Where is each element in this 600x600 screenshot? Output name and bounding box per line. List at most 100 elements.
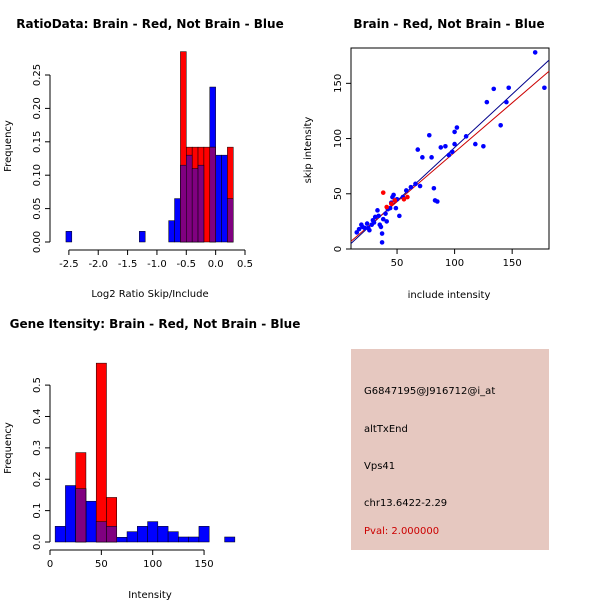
intensity-histogram-bar-overlap bbox=[75, 488, 87, 543]
ratio-histogram-title: RatioData: Brain - Red, Not Brain - Blue bbox=[16, 17, 283, 31]
scatter-x-axis: 50 100 150 bbox=[391, 249, 522, 269]
intensity-histogram-panel: Gene Itensity: Brain - Red, Not Brain - … bbox=[3, 317, 300, 600]
scatter-ylabel: skip intensity bbox=[303, 117, 314, 184]
event-type-text: altTxEnd bbox=[364, 424, 408, 435]
ratio-histogram-bar-overlap bbox=[186, 154, 193, 243]
scatter-y-tick-label: 50 bbox=[333, 187, 344, 200]
scatter-point-not-brain bbox=[356, 226, 362, 232]
intensity-histogram-bar-not-brain bbox=[224, 536, 236, 543]
scatter-point-not-brain bbox=[408, 184, 414, 190]
intensity-histogram-bar-not-brain bbox=[198, 526, 210, 543]
scatter-point-not-brain bbox=[383, 211, 388, 216]
probe-info-panel: G6847195@J916712@i_at altTxEnd Vps41 chr… bbox=[351, 349, 549, 550]
intensity-histogram-y-tick-label: 0.3 bbox=[32, 440, 43, 456]
scatter-point-not-brain bbox=[364, 221, 370, 226]
scatter-point-not-brain bbox=[393, 205, 399, 211]
intensity-histogram-bar-not-brain bbox=[65, 485, 76, 543]
intensity-histogram-bar-not-brain bbox=[147, 521, 159, 543]
ratio-histogram-bar-brain bbox=[203, 146, 211, 243]
scatter-point-not-brain bbox=[452, 129, 457, 135]
intensity-histogram-y-axis: 0.0 0.1 0.2 0.3 0.4 0.5 bbox=[32, 377, 51, 550]
scatter-point-not-brain bbox=[463, 134, 469, 139]
intensity-histogram-x-axis: 0 50 100 150 bbox=[47, 549, 214, 570]
scatter-xlabel: include intensity bbox=[408, 290, 491, 301]
scatter-point-not-brain bbox=[506, 85, 512, 91]
scatter-point-brain bbox=[392, 198, 398, 203]
scatter-y-tick-label: 0 bbox=[333, 246, 344, 252]
ratio-histogram-y-axis: 0.00 0.05 0.10 0.15 0.20 0.25 bbox=[32, 64, 51, 253]
scatter-point-not-brain bbox=[435, 199, 440, 204]
scatter-point-not-brain bbox=[362, 225, 368, 231]
intensity-histogram-xlabel: Intensity bbox=[128, 590, 172, 600]
scatter-point-not-brain bbox=[452, 141, 457, 147]
ratio-histogram-x-tick-label: -2.5 bbox=[59, 259, 79, 270]
ratio-histogram-xlabel: Log2 Ratio Skip/Include bbox=[91, 289, 208, 300]
intensity-histogram-x-tick-label: 0 bbox=[47, 559, 53, 570]
scatter-point-brain bbox=[380, 190, 386, 195]
ratio-histogram-x-tick-label: -1.0 bbox=[147, 259, 167, 270]
ratio-histogram-bar-not-brain bbox=[139, 231, 146, 243]
scatter-point-not-brain bbox=[431, 185, 437, 191]
scatter-point-not-brain bbox=[417, 183, 423, 189]
ratio-histogram-bar-overlap bbox=[209, 146, 216, 243]
scatter-plot-frame bbox=[350, 47, 550, 250]
intensity-histogram-x-tick-label: 100 bbox=[143, 559, 162, 570]
scatter-point-not-brain bbox=[379, 231, 385, 236]
scatter-point-not-brain bbox=[384, 219, 389, 224]
intensity-histogram-title: Gene Itensity: Brain - Red, Not Brain - … bbox=[10, 317, 301, 331]
scatter-point-not-brain bbox=[379, 240, 385, 245]
ratio-histogram-ylabel: Frequency bbox=[3, 120, 14, 172]
ratio-histogram-y-tick-label: 0.25 bbox=[32, 64, 43, 86]
intensity-histogram-bar-overlap bbox=[95, 521, 107, 543]
ratio-histogram-bar-not-brain bbox=[65, 231, 73, 243]
ratio-histogram-bars bbox=[65, 51, 234, 243]
scatter-point-not-brain bbox=[481, 143, 486, 149]
intensity-histogram-bar-not-brain bbox=[167, 531, 179, 543]
scatter-point-not-brain bbox=[454, 125, 460, 130]
scatter-x-tick-label: 50 bbox=[391, 258, 404, 269]
scatter-y-axis: 0 50 100 150 bbox=[333, 74, 351, 252]
scatter-point-not-brain bbox=[354, 230, 360, 235]
scatter-point-not-brain bbox=[375, 208, 380, 213]
intensity-histogram-x-tick-label: 50 bbox=[95, 559, 108, 570]
scatter-point-not-brain bbox=[380, 216, 386, 222]
intensity-histogram-y-tick-label: 0.4 bbox=[32, 409, 43, 425]
intensity-histogram-bar-not-brain bbox=[116, 537, 128, 543]
intensity-histogram-bar-not-brain bbox=[137, 526, 148, 543]
scatter-point-not-brain bbox=[378, 224, 384, 230]
ratio-histogram-y-tick-label: 0.00 bbox=[32, 231, 43, 253]
ratio-histogram-bar-overlap bbox=[180, 164, 187, 243]
intensity-histogram-ylabel: Frequency bbox=[3, 422, 14, 474]
scatter-point-not-brain bbox=[397, 213, 402, 219]
scatter-point-not-brain bbox=[450, 149, 455, 155]
scatter-point-not-brain bbox=[367, 227, 372, 233]
ratio-histogram-x-tick-label: -2.0 bbox=[88, 259, 108, 270]
scatter-point-not-brain bbox=[413, 181, 418, 187]
scatter-point-not-brain bbox=[372, 214, 378, 220]
scatter-y-tick-label: 100 bbox=[333, 129, 344, 148]
scatter-point-not-brain bbox=[420, 155, 425, 160]
scatter-point-not-brain bbox=[473, 141, 478, 147]
intensity-histogram-bar-brain bbox=[95, 362, 107, 543]
scatter-point-not-brain bbox=[438, 145, 444, 150]
ratio-histogram-bar-overlap bbox=[227, 198, 234, 243]
scatter-point-not-brain bbox=[426, 132, 432, 138]
scatter-point-not-brain bbox=[415, 147, 421, 152]
scatter-x-tick-label: 150 bbox=[503, 258, 522, 269]
ratio-histogram-bar-not-brain bbox=[221, 154, 228, 243]
ratio-histogram-y-tick-label: 0.15 bbox=[32, 131, 43, 153]
intensity-histogram-y-tick-label: 0.0 bbox=[32, 534, 43, 550]
intensity-histogram-y-tick-label: 0.1 bbox=[32, 503, 43, 519]
scatter-point-brain bbox=[405, 194, 410, 200]
scatter-point-not-brain bbox=[532, 50, 538, 55]
ratio-histogram-panel: RatioData: Brain - Red, Not Brain - Blue… bbox=[3, 17, 284, 300]
scatter-points bbox=[354, 50, 547, 245]
scatter-point-brain bbox=[388, 201, 394, 207]
scatter-point-not-brain bbox=[484, 99, 490, 105]
scatter-x-tick-label: 100 bbox=[445, 258, 464, 269]
genomic-location-text: chr13.6422-2.29 bbox=[364, 498, 448, 509]
ratio-histogram-x-axis: -2.5 -2.0 -1.5 -1.0 -0.5 0.0 0.5 bbox=[59, 249, 253, 270]
scatter-title: Brain - Red, Not Brain - Blue bbox=[353, 17, 544, 31]
probe-id-text: G6847195@J916712@i_at bbox=[364, 386, 496, 397]
